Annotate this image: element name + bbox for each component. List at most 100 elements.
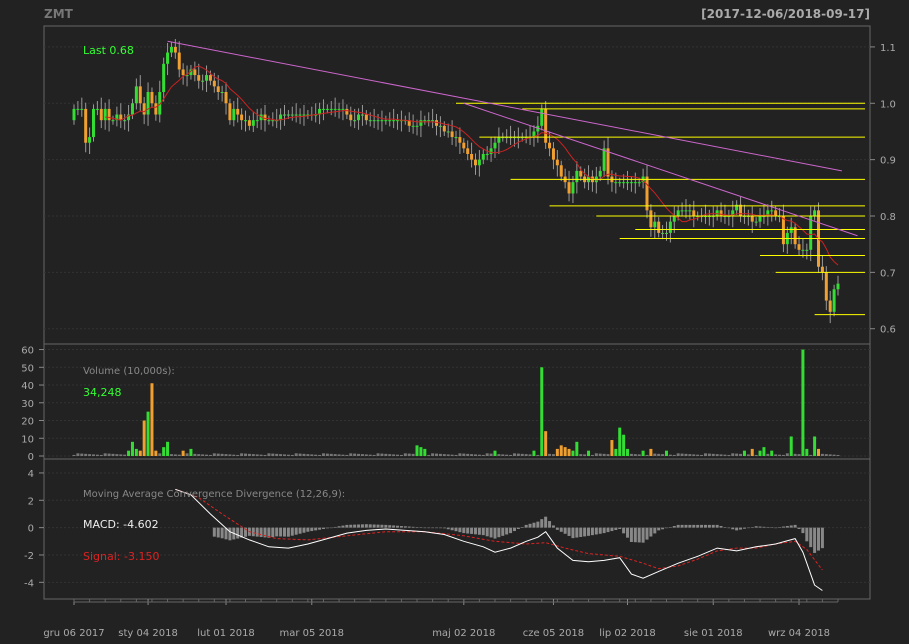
volume-bar [372, 454, 376, 456]
macd-histogram-bar [668, 527, 672, 528]
volume-bar [349, 453, 353, 456]
macd-histogram-bar [470, 527, 474, 534]
candle-down [84, 108, 88, 143]
macd-histogram-bar [321, 527, 325, 529]
macd-histogram-bar [318, 527, 322, 530]
candle-up [282, 114, 286, 116]
candle-up [446, 131, 450, 133]
macd-histogram-bar [746, 527, 750, 529]
candle-down [173, 46, 177, 53]
volume-bar [454, 454, 458, 456]
volume-bar [205, 454, 209, 456]
macd-histogram-bar [801, 527, 805, 534]
macd-histogram-bar [462, 527, 466, 534]
volume-bar [446, 454, 450, 456]
macd-histogram-bar [349, 524, 353, 528]
candle-up [220, 92, 224, 93]
macd-histogram-bar [567, 527, 571, 536]
volume-bar [781, 454, 785, 456]
macd-histogram-bar [649, 527, 653, 537]
candle-up [832, 289, 836, 312]
candle-up [602, 148, 606, 171]
macd-histogram-bar [212, 527, 216, 537]
macd-histogram-bar [555, 527, 559, 530]
volume-tick-label: 10 [21, 434, 34, 445]
candle-up [72, 108, 76, 121]
macd-histogram-bar [524, 524, 528, 528]
candle-up [306, 114, 310, 116]
macd-histogram-bar [306, 527, 310, 532]
macd-histogram-bar [548, 521, 552, 528]
volume-bar [497, 454, 501, 456]
candle-down [567, 182, 571, 194]
macd-histogram-bar [384, 524, 388, 528]
volume-bar [649, 448, 653, 456]
volume-bar [571, 450, 575, 456]
candle-up [633, 182, 637, 184]
volume-tick-label: 20 [21, 417, 34, 428]
price-tick-label: 0.7 [880, 268, 896, 279]
candle-down [458, 137, 462, 143]
candle-up [360, 114, 364, 116]
volume-bar [103, 453, 107, 456]
candle-up [279, 114, 283, 121]
volume-bar [376, 453, 380, 456]
volume-bar [548, 453, 552, 456]
date-range: [2017-12-06/2018-09-17] [701, 7, 870, 21]
volume-bar [672, 454, 676, 456]
candle-up [789, 227, 793, 233]
volume-bar [415, 445, 419, 456]
volume-bar [606, 454, 610, 456]
macd-histogram-bar [228, 527, 232, 541]
macd-histogram-bar [353, 524, 357, 528]
candle-down [107, 108, 111, 121]
macd-histogram-bar [774, 527, 778, 529]
volume-bar [228, 454, 232, 456]
candle-up [653, 221, 657, 228]
volume-bar [594, 453, 598, 456]
macd-tick-label: -4 [24, 578, 34, 589]
macd-histogram-bar [637, 527, 641, 543]
candle-up [146, 92, 150, 115]
volume-bar [692, 454, 696, 456]
macd-histogram-bar [661, 527, 665, 530]
macd-histogram-bar [684, 524, 688, 528]
candle-up [91, 108, 95, 138]
volume-bar [719, 454, 723, 456]
volume-bar [598, 453, 602, 456]
macd-histogram-bar [310, 527, 314, 532]
volume-bar [333, 454, 337, 456]
candle-up [368, 120, 372, 122]
macd-histogram-bar [766, 527, 770, 528]
volume-bar [177, 454, 181, 456]
macd-histogram-bar [224, 527, 228, 540]
candle-down [450, 131, 454, 138]
candle-down [99, 108, 103, 121]
macd-tick-label: 2 [28, 496, 34, 507]
volume-bar [321, 453, 325, 456]
volume-bar [95, 454, 99, 456]
macd-histogram-bar [438, 527, 442, 529]
volume-bar [758, 450, 762, 456]
volume-bar [169, 454, 173, 456]
volume-bar [832, 454, 836, 456]
macd-histogram-bar [703, 524, 707, 528]
candle-up [166, 52, 170, 64]
volume-bar [778, 454, 782, 456]
volume-bar [427, 454, 431, 456]
volume-bar [419, 447, 423, 456]
candle-up [626, 182, 630, 184]
trend-line [463, 102, 858, 237]
volume-bar [618, 427, 622, 456]
macd-histogram-bar [376, 524, 380, 528]
volume-bar [473, 454, 477, 456]
volume-label: Volume (10,000s): [83, 366, 175, 377]
candle-down [119, 114, 123, 121]
candle-up [431, 120, 435, 122]
volume-bar [614, 448, 618, 456]
macd-histogram-bar [345, 524, 349, 528]
volume-bar [528, 454, 532, 456]
volume-bar [466, 453, 470, 456]
volume-bar [583, 454, 587, 456]
candle-up [419, 120, 423, 126]
